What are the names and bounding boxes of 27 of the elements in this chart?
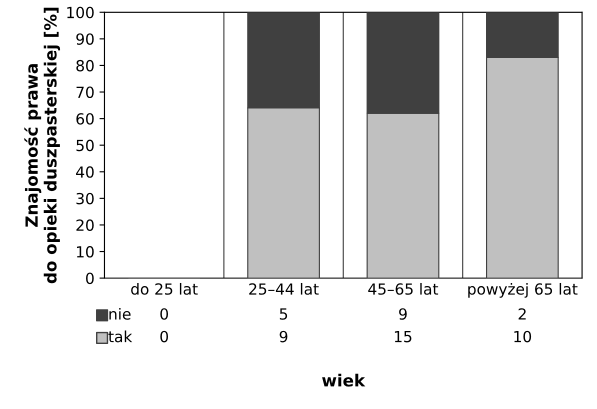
y-axis-title: Znajomość prawa do opieki duszpasterskiej [%]: [24, 8, 60, 284]
legend-label: nie: [109, 308, 131, 320]
y-tick-label: 60: [76, 113, 94, 125]
x-tick-label: do 25 lat: [131, 282, 198, 295]
text: 15: [394, 331, 412, 342]
x-axis-title: wiek: [322, 374, 366, 387]
x-tick-label: powyżej 65 lat: [468, 282, 578, 298]
text: 5: [280, 308, 288, 320]
text: 9: [399, 308, 407, 320]
x-tick-label: 45–65 lat: [368, 282, 438, 295]
text: 0: [160, 330, 168, 342]
y-tick-label: 10: [76, 246, 94, 258]
y-tick-label: 80: [76, 60, 94, 72]
y-tick-label: 20: [76, 219, 94, 231]
y-tick-label: 100: [67, 6, 94, 18]
y-tick-label: 30: [76, 192, 94, 204]
y-tick-label: 70: [76, 86, 94, 98]
y-tick-label: 40: [76, 166, 94, 178]
text: 10: [514, 330, 532, 342]
text: 0: [160, 308, 168, 320]
y-tick-label: 50: [76, 140, 94, 152]
text: 9: [280, 330, 288, 342]
y-tick-label: 0: [86, 272, 94, 284]
x-tick-label: 25–44 lat: [249, 282, 319, 295]
text: 2: [518, 308, 526, 320]
y-tick-label: 90: [76, 33, 94, 45]
legend-label: tak: [108, 330, 132, 342]
